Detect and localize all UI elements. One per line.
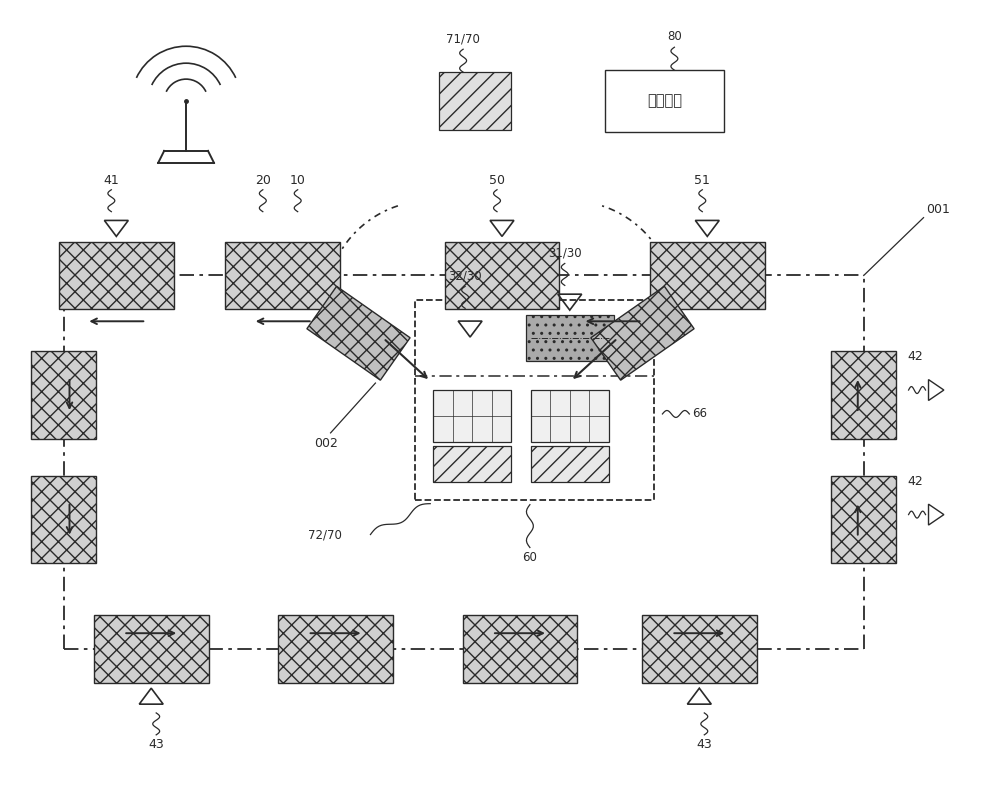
Bar [31, 476, 96, 564]
Bar [225, 242, 340, 309]
Bar [433, 390, 511, 442]
Text: 43: 43 [148, 738, 164, 751]
Bar [307, 287, 410, 380]
Bar [445, 242, 559, 309]
Text: 43: 43 [696, 738, 712, 751]
Text: 71/70: 71/70 [446, 32, 480, 45]
Bar [59, 242, 174, 309]
Text: 31/30: 31/30 [548, 246, 582, 259]
Text: 20: 20 [255, 174, 271, 187]
Bar [650, 242, 765, 309]
Text: 72/70: 72/70 [308, 528, 342, 541]
Bar [278, 615, 393, 683]
Text: 002: 002 [314, 437, 338, 450]
Bar [831, 476, 896, 564]
Text: 001: 001 [927, 203, 950, 216]
Text: 60: 60 [522, 551, 537, 564]
Bar [591, 287, 694, 380]
Bar [439, 72, 511, 130]
Bar [433, 446, 511, 481]
Text: 42: 42 [908, 350, 923, 363]
Bar [463, 615, 577, 683]
Text: 51: 51 [694, 174, 710, 187]
Text: 50: 50 [489, 174, 505, 187]
Text: 32/30: 32/30 [448, 270, 482, 283]
Bar [831, 351, 896, 439]
Bar [526, 316, 614, 361]
Bar [642, 615, 757, 683]
Bar [31, 351, 96, 439]
Bar [415, 300, 654, 500]
Bar [94, 615, 209, 683]
Bar [531, 446, 609, 481]
Text: 80: 80 [667, 31, 682, 43]
Bar [605, 70, 724, 132]
Text: 66: 66 [692, 407, 707, 420]
Bar [531, 390, 609, 442]
Text: 41: 41 [103, 174, 119, 187]
Text: 10: 10 [290, 174, 306, 187]
Text: 显示装置: 显示装置 [647, 93, 682, 109]
Text: 42: 42 [908, 475, 923, 488]
